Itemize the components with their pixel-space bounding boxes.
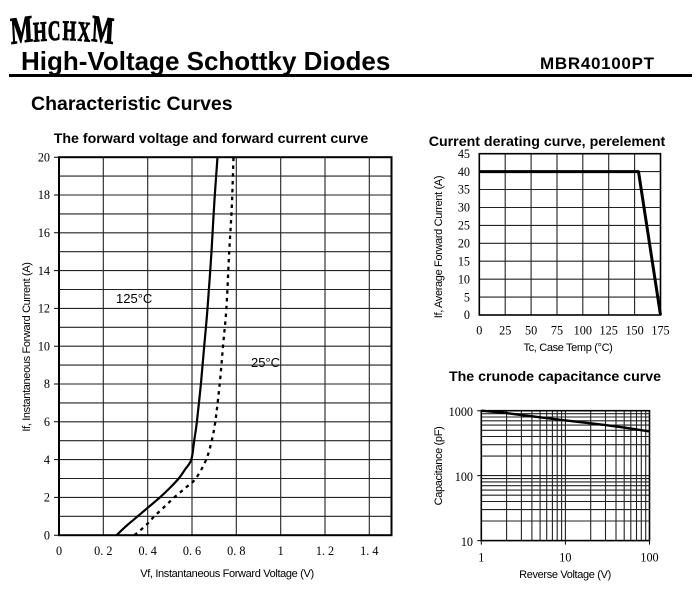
svg-text:100: 100 — [640, 551, 658, 565]
svg-text:C: C — [48, 16, 61, 46]
svg-text:0. 6: 0. 6 — [183, 544, 201, 558]
svg-text:100: 100 — [574, 324, 592, 338]
svg-text:50: 50 — [525, 324, 537, 338]
svg-text:10: 10 — [461, 535, 473, 549]
svg-text:35: 35 — [458, 183, 470, 197]
svg-text:20: 20 — [38, 150, 50, 164]
svg-text:1. 4: 1. 4 — [360, 544, 378, 558]
svg-text:4: 4 — [44, 453, 50, 467]
svg-text:16: 16 — [38, 226, 50, 240]
svg-text:H: H — [62, 16, 76, 46]
svg-text:1000: 1000 — [449, 405, 473, 419]
svg-text:8: 8 — [44, 377, 50, 391]
svg-text:25: 25 — [458, 219, 470, 233]
svg-text:10: 10 — [559, 551, 571, 565]
svg-text:30: 30 — [458, 201, 470, 215]
svg-text:0. 4: 0. 4 — [139, 544, 157, 558]
svg-text:2: 2 — [44, 491, 50, 505]
svg-text:15: 15 — [458, 254, 470, 268]
svg-text:18: 18 — [38, 188, 50, 202]
svg-text:14: 14 — [38, 264, 50, 278]
svg-text:12: 12 — [38, 302, 50, 316]
svg-text:45: 45 — [458, 147, 470, 161]
svg-text:125: 125 — [600, 324, 618, 338]
svg-text:0: 0 — [56, 544, 62, 558]
svg-text:25: 25 — [499, 324, 511, 338]
svg-text:6: 6 — [44, 415, 50, 429]
svg-text:0: 0 — [476, 324, 482, 338]
svg-text:M: M — [10, 14, 34, 46]
svg-text:H: H — [33, 16, 47, 46]
svg-text:1. 2: 1. 2 — [316, 544, 334, 558]
svg-text:5: 5 — [464, 290, 470, 304]
svg-text:X: X — [77, 16, 91, 46]
svg-text:0. 2: 0. 2 — [94, 544, 112, 558]
svg-text:0: 0 — [464, 308, 470, 322]
svg-text:0: 0 — [44, 528, 50, 542]
svg-text:1: 1 — [478, 551, 484, 565]
svg-text:10: 10 — [38, 339, 50, 353]
svg-text:40: 40 — [458, 165, 470, 179]
svg-text:75: 75 — [551, 324, 563, 338]
svg-text:1: 1 — [278, 544, 284, 558]
svg-text:20: 20 — [458, 237, 470, 251]
svg-text:150: 150 — [625, 324, 643, 338]
svg-text:10: 10 — [458, 272, 470, 286]
svg-text:M: M — [91, 14, 115, 46]
svg-text:0. 8: 0. 8 — [227, 544, 245, 558]
svg-text:100: 100 — [455, 470, 473, 484]
svg-text:175: 175 — [651, 324, 669, 338]
